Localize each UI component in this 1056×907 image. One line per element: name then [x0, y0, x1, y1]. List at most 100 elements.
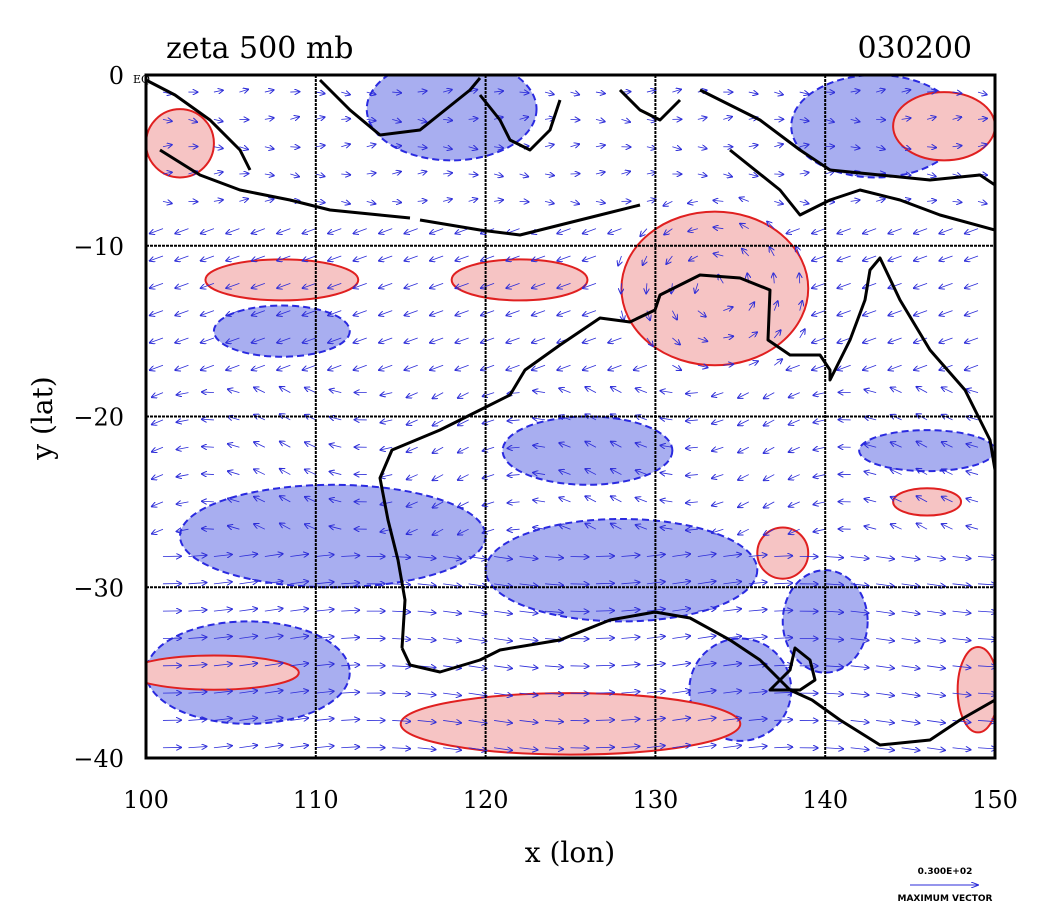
wind-vector-568 [723, 581, 741, 583]
wind-vector-466 [611, 524, 622, 530]
wind-vector-427 [595, 145, 605, 147]
wind-vector-276 [443, 119, 452, 120]
wind-vector-491 [636, 525, 648, 530]
wind-vector-249 [392, 748, 410, 749]
wind-vector-573 [723, 718, 741, 720]
wind-vector-168 [315, 582, 334, 584]
wind-vector-617 [774, 556, 792, 557]
wind-vector-354 [519, 201, 529, 202]
wind-vector-400 [570, 92, 580, 95]
wind-vector-734 [888, 337, 902, 343]
wind-vector-473 [621, 719, 639, 720]
wind-vector-662 [813, 420, 826, 423]
wind-vector-627 [799, 145, 809, 147]
wind-vector-757 [914, 282, 928, 288]
wind-vector-463 [611, 442, 622, 448]
wind-vector-530 [688, 229, 698, 232]
wind-vector-101 [264, 118, 274, 120]
wind-vector-791 [942, 524, 953, 530]
wind-vector-36 [177, 393, 189, 395]
wind-vector-378 [544, 174, 554, 176]
wind-vector-571 [723, 663, 741, 665]
sumatra-coast [146, 78, 252, 171]
wind-vector-513 [661, 445, 673, 447]
wind-vector-389 [533, 473, 546, 475]
halmahera-coast [618, 88, 682, 122]
wind-vector-33 [175, 310, 189, 316]
wind-vector-167 [315, 555, 334, 557]
wind-vector-35 [175, 364, 189, 370]
wind-vector-588 [738, 446, 749, 452]
wind-vector-161 [305, 388, 316, 393]
wind-vector-309 [455, 337, 469, 343]
wind-vector-721 [876, 666, 894, 669]
wind-vector-801 [977, 118, 987, 119]
wind-vector-72 [213, 691, 232, 693]
wind-vector-89 [228, 471, 240, 474]
wind-vector-766 [917, 523, 928, 530]
wind-vector-133 [277, 310, 291, 316]
wind-vector-60 [201, 364, 215, 370]
wind-vector-15 [152, 501, 164, 507]
wind-vector-116 [254, 524, 266, 530]
wind-vector-165 [305, 497, 316, 503]
wind-vector-597 [748, 691, 767, 693]
wind-vector-499 [646, 746, 665, 748]
wind-vector-680 [838, 228, 851, 234]
wind-vector-204 [366, 201, 376, 203]
wind-vector-398 [544, 720, 563, 721]
wind-vector-602 [774, 144, 783, 147]
wind-vector-820 [977, 638, 995, 639]
wind-vector-640 [789, 501, 800, 507]
new-guinea-coast [699, 88, 995, 232]
wind-vector-40 [177, 502, 189, 504]
wind-vector-798 [952, 720, 971, 722]
wind-vector-792 [952, 557, 971, 559]
wind-vector-428 [595, 172, 605, 174]
wind-vector-802 [977, 144, 987, 146]
wind-vector-236 [381, 393, 393, 396]
wind-vector-273 [417, 720, 436, 722]
wind-vector-2 [162, 145, 172, 147]
wind-vector-701 [876, 119, 885, 120]
wind-vector-339 [483, 475, 495, 479]
wind-vector-618 [774, 583, 792, 584]
wind-vector-671 [825, 666, 843, 667]
wind-vector-731 [888, 255, 902, 261]
wind-vector-327 [494, 147, 503, 148]
wind-vector-559 [723, 336, 733, 338]
wind-vector-639 [789, 474, 800, 480]
wind-vector-366 [508, 529, 520, 530]
wind-vector-334 [481, 337, 495, 343]
wind-vector-263 [407, 446, 418, 452]
wind-vector-461 [611, 387, 622, 393]
wind-vector-779 [952, 201, 962, 202]
negative-region-5 [858, 429, 995, 473]
wind-vector-86 [228, 389, 240, 392]
wind-vector-176 [341, 119, 350, 120]
wind-vector-85 [226, 364, 240, 370]
wind-vector-524 [672, 745, 690, 748]
wind-vector-561 [712, 393, 724, 397]
wind-vector-772 [927, 693, 945, 696]
wind-vector-705 [863, 228, 877, 234]
x-tick-label-110: 110 [293, 786, 339, 814]
wind-vector-319 [468, 611, 487, 614]
wind-vector-544 [697, 608, 716, 611]
wind-vector-431 [583, 255, 597, 261]
wind-vector-53 [213, 172, 223, 174]
wind-vector-414 [559, 470, 571, 475]
wind-vector-264 [407, 474, 418, 480]
wind-vector-293 [443, 584, 461, 586]
wind-vector-755 [914, 228, 928, 234]
wind-vector-476 [646, 119, 656, 121]
wind-vector-123 [264, 718, 283, 721]
wind-vector-670 [825, 638, 843, 639]
x-axis-label: x (lon) [525, 836, 615, 869]
wind-vector-87 [228, 417, 240, 420]
wind-vector-478 [646, 172, 656, 174]
wind-vector-257 [405, 282, 418, 288]
wind-vector-446 [595, 665, 614, 666]
wind-vector-520 [672, 636, 690, 639]
wind-vector-98 [239, 718, 257, 721]
